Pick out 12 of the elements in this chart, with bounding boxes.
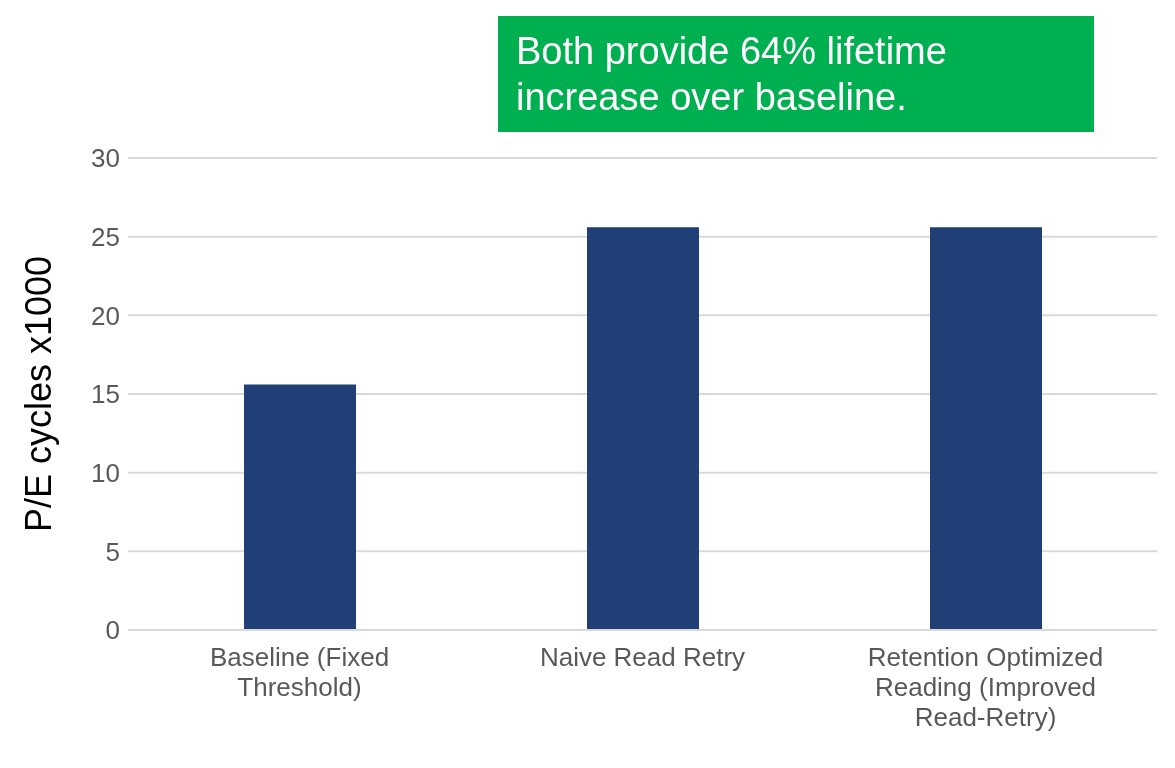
- y-tick-label: 5: [105, 536, 120, 567]
- y-axis-title: P/E cycles x1000: [17, 255, 59, 533]
- y-tick-label: 30: [91, 143, 120, 174]
- y-tick-label: 10: [91, 457, 120, 488]
- text: Both provide 64% lifetime increase over baseline.: [498, 16, 1094, 132]
- x-tick-label: Naive Read Retry: [539, 642, 746, 672]
- x-tick-label: Retention Optimized Reading (Improved Read-Retry): [867, 642, 1104, 732]
- x-tick-label: Baseline (Fixed Threshold): [209, 642, 390, 702]
- y-tick-label: 20: [91, 300, 120, 331]
- y-tick-label: 0: [105, 615, 120, 646]
- y-tick-label: 15: [91, 379, 120, 410]
- y-tick-label: 25: [91, 221, 120, 252]
